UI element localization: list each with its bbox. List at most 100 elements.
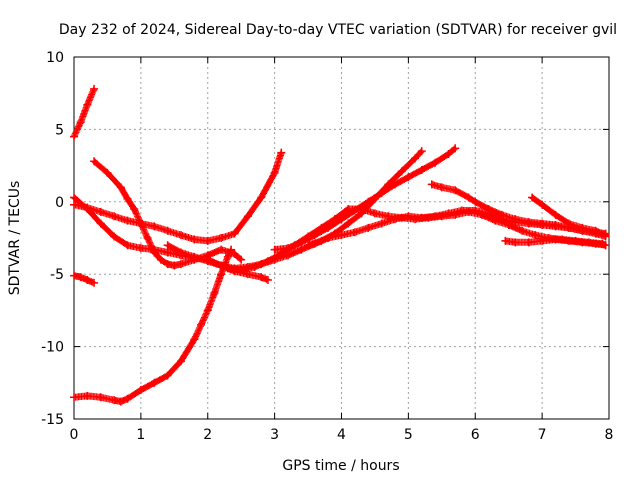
data-point [417,165,426,174]
data-point [203,306,212,315]
data-point [551,220,560,229]
data-point [344,219,353,228]
series-arc-b [70,271,99,287]
data-point [110,212,119,221]
data-point [263,275,272,284]
data-point [237,255,246,264]
data-point [451,186,460,195]
data-point [70,193,78,202]
data-point [498,210,506,219]
data-point [564,236,573,245]
data-point [538,200,547,209]
data-point [404,173,413,182]
data-point [103,168,112,177]
data-point [150,378,159,387]
x-tick-label: 4 [337,427,346,443]
data-point [70,393,78,402]
data-point [83,100,92,109]
data-point [197,320,206,329]
data-point [163,248,172,257]
data-point [163,241,172,250]
data-point [70,271,78,280]
data-point [270,168,279,177]
data-point [364,223,373,232]
data-point [477,210,486,219]
data-point [110,232,119,241]
data-point [424,213,433,222]
data-point [217,261,226,270]
data-point [163,260,172,269]
data-point [123,194,132,203]
data-point [150,222,159,231]
data-point [257,273,266,282]
data-point [227,245,236,254]
series-arc-m [528,193,610,240]
x-tick-label: 7 [538,427,547,443]
data-point [370,209,379,218]
x-axis-label: GPS time / hours [282,458,399,474]
data-point [511,215,520,224]
data-point [163,226,172,235]
data-point [203,257,212,266]
data-point [297,245,306,254]
data-point [250,262,259,271]
series-arc-c [70,148,286,245]
data-point [370,194,379,203]
series-arc-j [304,147,426,250]
data-point [243,270,252,279]
data-point [411,215,420,224]
data-point [337,215,346,224]
data-point [277,249,286,258]
data-point [377,219,386,228]
x-tick-label: 8 [605,427,614,443]
data-point [417,147,426,156]
data-point [578,238,587,247]
data-point [190,335,199,344]
data-point [96,393,105,402]
data-point [83,391,92,400]
data-point [170,261,179,270]
data-point [591,226,600,235]
data-point [431,158,440,167]
y-tick-label: 5 [55,122,64,138]
data-point [223,252,232,261]
data-point [243,212,252,221]
data-point [427,180,436,189]
data-point [297,238,306,247]
data-point [538,236,547,245]
data-point [451,210,460,219]
data-point [501,236,510,245]
data-point [437,212,446,221]
x-tick-label: 0 [70,427,79,443]
data-point [136,219,145,228]
data-point [177,357,185,366]
data-point [110,396,119,405]
data-point [397,213,406,222]
data-point [444,150,453,159]
data-point [464,207,473,216]
y-tick-label: -15 [41,412,64,428]
data-point [156,255,165,264]
data-point [270,245,279,254]
data-point [511,238,520,247]
data-point [357,209,366,218]
data-series [70,84,610,406]
data-point [350,228,359,237]
data-point [90,84,99,93]
data-point [524,218,533,227]
data-point [518,226,527,235]
data-point [564,219,573,228]
y-tick-label: 0 [55,195,64,211]
y-tick-label: -10 [41,340,64,356]
series-arc-l [501,235,610,250]
data-point [190,252,199,261]
x-tick-label: 5 [404,427,413,443]
data-point [177,260,185,269]
data-point [96,207,105,216]
data-point [484,205,493,214]
data-point [116,183,125,192]
data-point [471,197,480,206]
data-point [143,234,152,242]
data-point [70,200,78,209]
data-point [190,235,199,244]
